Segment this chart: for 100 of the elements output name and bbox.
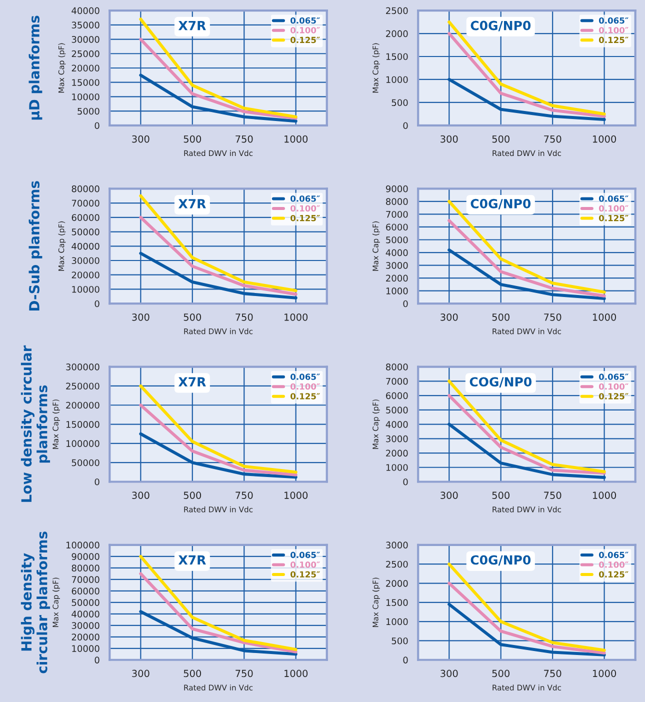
y-tick-label: 100000 <box>66 542 100 549</box>
y-tick-label: 80000 <box>72 185 100 192</box>
line-series <box>139 610 298 656</box>
x-tick-label: 300 <box>440 313 458 321</box>
legend-label: 0.100″ <box>290 27 320 34</box>
y-tick-label: 7000 <box>386 210 408 218</box>
y-tick-label: 8000 <box>386 198 408 205</box>
text: C0G/NP0 <box>470 555 531 566</box>
legend-label: 0.100″ <box>598 27 628 34</box>
x-tick-label: 750 <box>236 135 253 143</box>
y-tick-label: 50000 <box>72 228 100 236</box>
y-tick-label: 4000 <box>386 249 408 256</box>
legend-label: 0.125″ <box>598 214 628 222</box>
x-tick-label: 500 <box>492 492 510 499</box>
y-tick-label: 5000 <box>386 406 408 414</box>
text: X7R <box>178 377 206 386</box>
line-series <box>448 602 606 656</box>
legend-label: 0.125″ <box>598 36 628 44</box>
y-tick-label: 6000 <box>386 392 408 400</box>
y-tick-label: 8000 <box>386 364 408 370</box>
legend-label: 0.100″ <box>598 383 628 390</box>
y-tick-label: 80000 <box>72 564 100 572</box>
line-series <box>139 252 298 300</box>
y-tick-label: 50000 <box>72 599 100 606</box>
line-series <box>448 582 606 655</box>
legend-label: 0.100″ <box>598 205 628 212</box>
text: µD planforms <box>28 16 42 120</box>
legend-label: 0.065″ <box>290 17 320 24</box>
legend-label: 0.125″ <box>598 571 628 578</box>
legend-label: 0.065″ <box>290 374 320 380</box>
y-tick-label: 2000 <box>386 274 408 282</box>
y-tick-label: 500 <box>392 637 408 644</box>
text: X7R <box>178 199 206 208</box>
y-tick-label: 7000 <box>386 378 408 385</box>
legend-label: 0.100″ <box>598 561 628 568</box>
legend-label: 0.065″ <box>290 195 320 202</box>
x-tick-label: 1000 <box>592 135 616 143</box>
text: D-Sub planforms <box>28 181 42 311</box>
y-tick-label: 1500 <box>386 599 408 606</box>
x-tick-label: 1000 <box>284 670 308 678</box>
y-tick-label: 0 <box>403 478 408 486</box>
y-tick-label: 3000 <box>386 262 408 269</box>
y-tick-label: 0 <box>94 122 100 130</box>
y-tick-label: 6000 <box>386 224 408 231</box>
y-tick-label: 35000 <box>72 22 100 28</box>
x-tick-label: 300 <box>132 135 150 143</box>
y-tick-label: 40000 <box>72 610 100 618</box>
text: COG/NP0 <box>470 377 532 388</box>
x-tick-label: 500 <box>184 492 202 499</box>
x-tick-label: 500 <box>184 135 202 143</box>
y-tick-label: 2500 <box>386 560 408 568</box>
y-tick-label: 1000 <box>386 288 408 294</box>
x-tick-label: 500 <box>492 670 510 678</box>
x-tick-label: 750 <box>236 492 253 499</box>
x-tick-label: 300 <box>440 135 458 143</box>
legend-label: 0.125″ <box>290 36 320 44</box>
y-tick-label: 0 <box>403 122 408 130</box>
legend-label: 0.100″ <box>290 383 320 390</box>
y-tick-label: 200000 <box>66 402 100 409</box>
text: C0G/NP0 <box>470 20 531 32</box>
y-tick-label: 15000 <box>72 79 100 86</box>
y-tick-label: 1500 <box>386 53 408 60</box>
y-tick-label: 20000 <box>72 634 100 640</box>
legend-label: 0.125″ <box>290 214 320 222</box>
y-tick-label: 20000 <box>72 272 100 278</box>
x-tick-label: 1000 <box>592 313 616 321</box>
line-series <box>448 422 606 479</box>
x-tick-label: 500 <box>492 313 510 321</box>
y-tick-label: 60000 <box>72 214 100 221</box>
legend-label: 0.065″ <box>290 552 320 558</box>
x-tick-label: 1000 <box>284 135 308 143</box>
legend-label: 0.065″ <box>598 195 628 202</box>
line-series <box>139 74 298 123</box>
y-tick-label: 30000 <box>72 36 100 43</box>
x-tick-label: 1000 <box>284 492 308 499</box>
y-tick-label: 50000 <box>72 459 100 466</box>
text: X7R <box>178 20 206 30</box>
y-tick-label: 0 <box>94 656 100 664</box>
line-series <box>139 404 298 476</box>
x-tick-label: 750 <box>544 313 562 321</box>
y-tick-label: 2000 <box>386 580 408 587</box>
legend-label: 0.065″ <box>598 374 628 380</box>
text: High density circular planforms <box>20 532 50 674</box>
legend-label: 0.065″ <box>598 552 628 558</box>
y-tick-label: 3000 <box>386 542 408 549</box>
y-tick-label: 0 <box>94 478 100 486</box>
y-tick-label: 10000 <box>72 286 100 293</box>
y-tick-label: 500 <box>392 99 408 106</box>
legend-label: 0.100″ <box>290 205 320 212</box>
y-tick-label: 150000 <box>66 421 100 428</box>
y-tick-label: 4000 <box>386 421 408 428</box>
y-tick-label: 0 <box>403 656 408 664</box>
y-tick-label: 10000 <box>72 93 100 100</box>
y-tick-label: 2500 <box>386 7 408 14</box>
x-tick-label: 500 <box>492 135 510 143</box>
legend-label: 0.125″ <box>290 393 320 400</box>
legend-label: 0.065″ <box>598 17 628 24</box>
y-tick-label: 3000 <box>386 435 408 442</box>
y-tick-label: 90000 <box>72 553 100 560</box>
y-tick-label: 10000 <box>72 645 100 652</box>
